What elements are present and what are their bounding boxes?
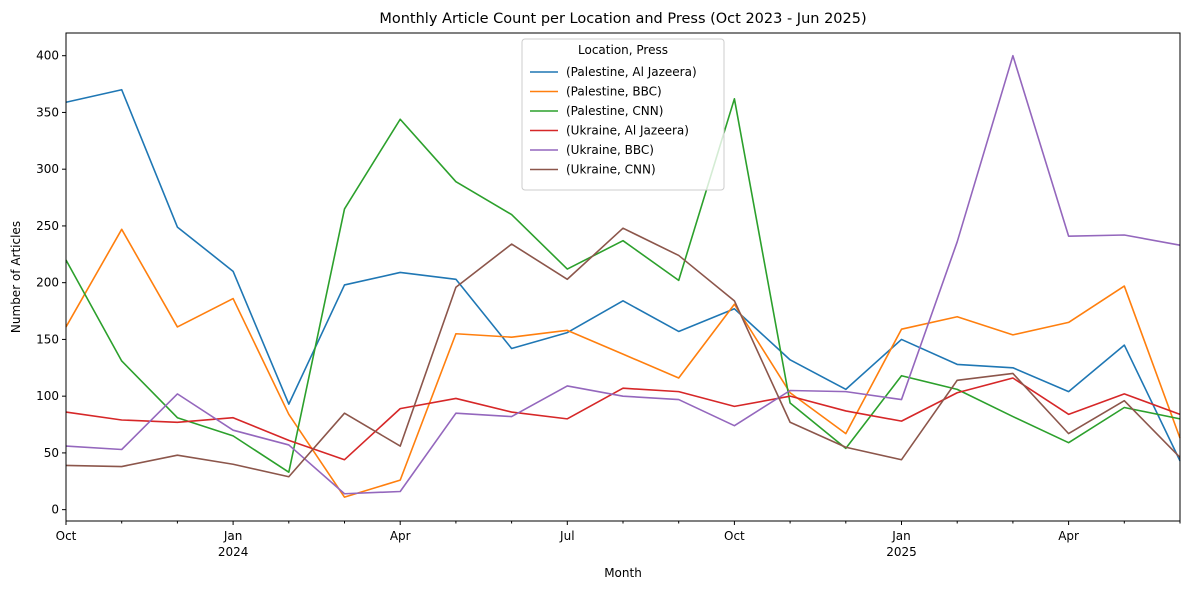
- legend-label-4: (Ukraine, BBC): [566, 143, 654, 157]
- x-tick-label-6: Apr: [1058, 529, 1079, 543]
- x-tick-label-2: Apr: [390, 529, 411, 543]
- series-line-0: [65, 88, 1181, 462]
- chart-title: Monthly Article Count per Location and P…: [379, 11, 866, 27]
- legend-label-3: (Ukraine, Al Jazeera): [566, 124, 689, 138]
- y-tick-label-6: 300: [36, 162, 59, 176]
- series-line-2: [65, 98, 1181, 474]
- x-tick-sublabel-1: 2024: [218, 545, 249, 559]
- y-tick-label-2: 100: [36, 389, 59, 403]
- x-tick-label-5: Jan: [891, 529, 911, 543]
- legend-title: Location, Press: [578, 43, 668, 57]
- y-tick-label-7: 350: [36, 105, 59, 119]
- series-line-3: [65, 377, 1181, 461]
- x-tick-sublabel-5: 2025: [886, 545, 917, 559]
- series-line-5: [65, 227, 1181, 478]
- series-line-1: [65, 228, 1181, 498]
- series-layer: [65, 54, 1181, 498]
- series-line-4: [65, 54, 1181, 495]
- y-tick-label-5: 250: [36, 219, 59, 233]
- y-axis-label: Number of Articles: [9, 221, 23, 333]
- y-tick-label-1: 50: [44, 446, 59, 460]
- legend-box: [521, 38, 725, 191]
- y-tick-label-4: 200: [36, 276, 59, 290]
- x-tick-label-3: Jul: [559, 529, 574, 543]
- x-tick-label-4: Oct: [724, 529, 745, 543]
- x-tick-label-1: Jan: [223, 529, 243, 543]
- x-tick-label-0: Oct: [56, 529, 77, 543]
- x-axis: Oct Jan 2024 Apr Jul Oct Jan 2025 Apr: [56, 521, 1181, 559]
- legend-label-1: (Palestine, BBC): [566, 85, 662, 99]
- legend-items: (Palestine, Al Jazeera) (Palestine, BBC) (…: [530, 65, 697, 177]
- y-tick-label-8: 400: [36, 49, 59, 63]
- y-tick-label-0: 0: [51, 503, 59, 517]
- legend-label-5: (Ukraine, CNN): [566, 163, 656, 177]
- legend-label-0: (Palestine, Al Jazeera): [566, 65, 697, 79]
- x-axis-label: Month: [604, 566, 642, 580]
- legend-label-2: (Palestine, CNN): [566, 104, 663, 118]
- legend: Location, Press (Palestine, Al Jazeera)(…: [521, 38, 725, 191]
- y-tick-label-3: 150: [36, 332, 59, 346]
- y-axis: 0 50 100 150 200 250 300 350 400: [36, 49, 66, 517]
